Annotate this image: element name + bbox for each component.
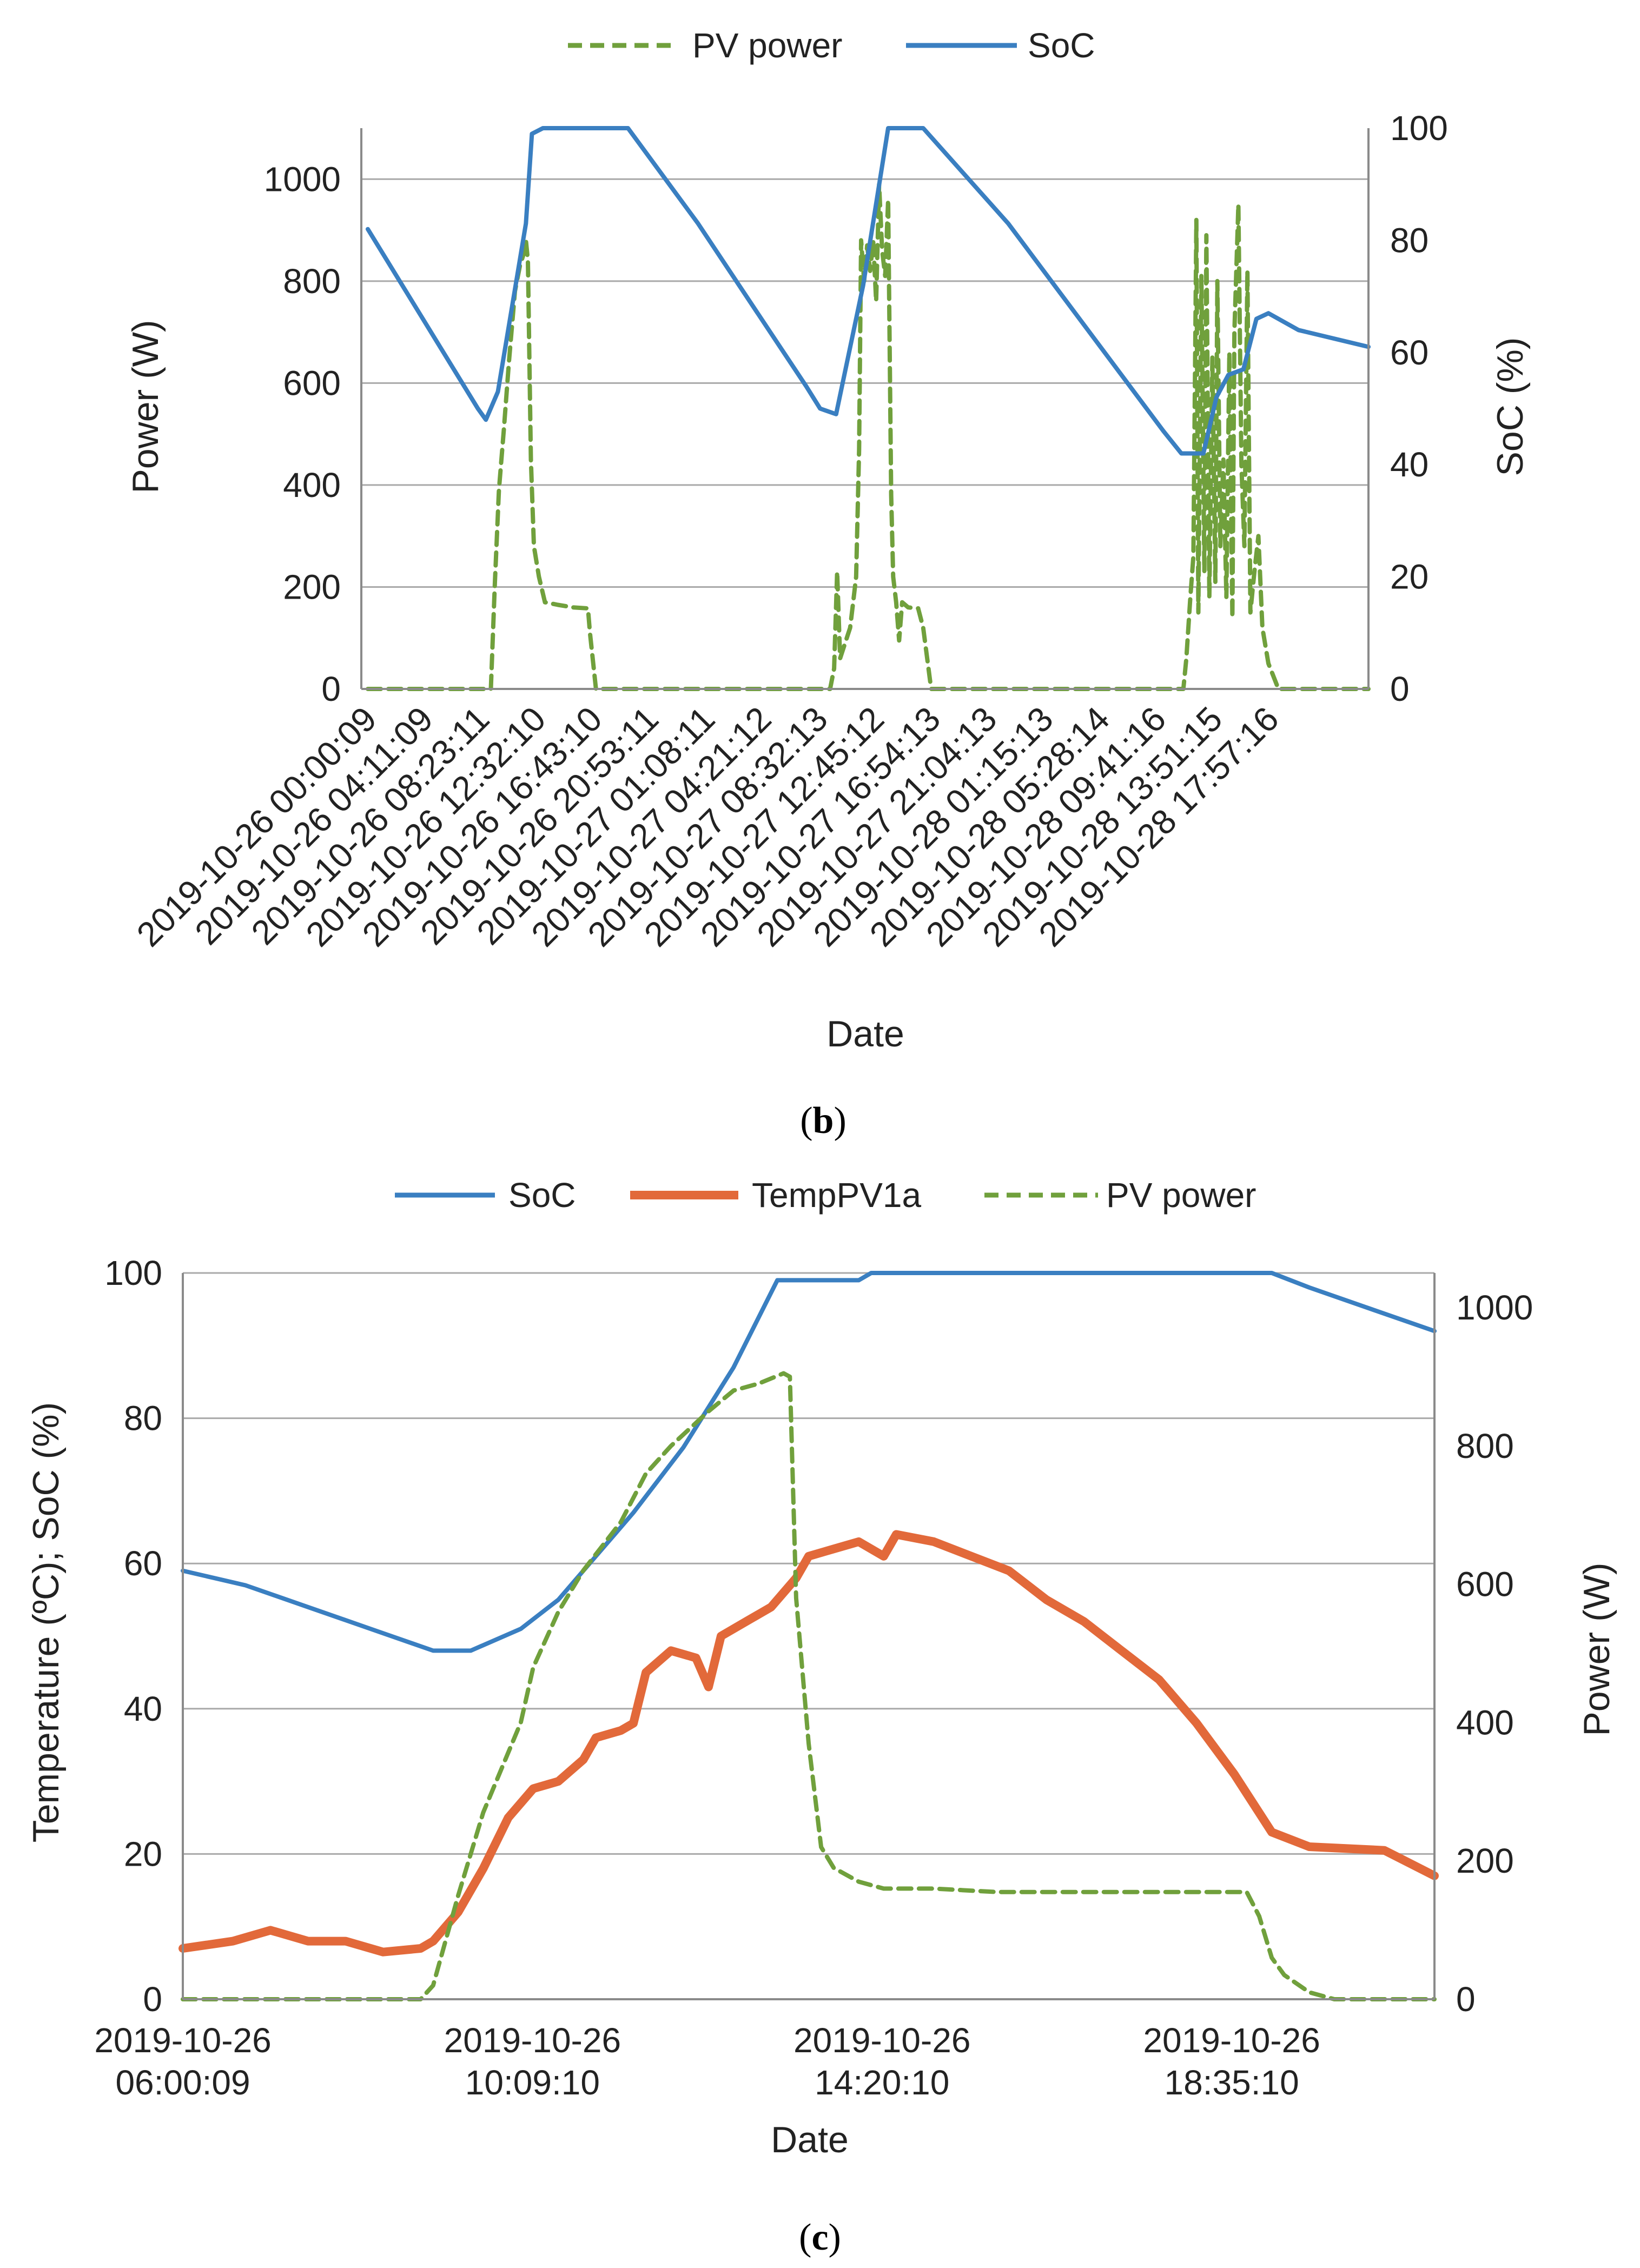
chart-c-series xyxy=(178,1271,1439,2001)
chart-c-xlabel: Date xyxy=(771,2119,849,2160)
chart-c-ytick-right-800: 800 xyxy=(1456,1427,1514,1465)
chart-b-ytick-right-60: 60 xyxy=(1390,333,1429,372)
svg-text:(c): (c) xyxy=(799,2217,841,2258)
chart-c-caption: (c) xyxy=(799,2217,841,2258)
chart-b-ytick-left-0: 0 xyxy=(321,669,341,708)
chart-b-ytick-right-20: 20 xyxy=(1390,558,1429,596)
chart-c-ytick-left-80: 80 xyxy=(124,1399,162,1438)
chart-c-ytick-left-0: 0 xyxy=(143,1980,162,2019)
chart-c-xtick-1-date: 2019-10-26 xyxy=(444,2021,621,2060)
chart-c-ytick-left-20: 20 xyxy=(124,1834,162,1873)
chart-b-ytick-left-600: 600 xyxy=(283,363,341,402)
chart-b-ytick-left-400: 400 xyxy=(283,466,341,505)
chart-c-left-ticks: 0 20 40 60 80 100 xyxy=(104,1254,162,2019)
chart-c-xtick-2: 2019-10-26 14:20:10 xyxy=(793,2021,970,2102)
chart-c-xtick-0-date: 2019-10-26 xyxy=(94,2021,271,2060)
chart-b-series-pv-power xyxy=(366,182,1371,691)
chart-c-xtick-0-time: 06:00:09 xyxy=(115,2063,250,2102)
chart-c-ytick-left-60: 60 xyxy=(124,1544,162,1583)
chart-c-ylabel-left: Temperature (ºC); SoC (%) xyxy=(25,1402,67,1843)
chart-c-series-soc xyxy=(181,1271,1437,1653)
chart-c-legend-label-pv-power: PV power xyxy=(1106,1176,1256,1215)
chart-b-caption-letter: b xyxy=(813,1100,834,1142)
chart-c-xtick-2-time: 14:20:10 xyxy=(815,2063,949,2102)
chart-c-xtick-1: 2019-10-26 10:09:10 xyxy=(444,2021,621,2102)
chart-c-legend-label-soc: SoC xyxy=(508,1176,576,1215)
chart-c-right-ticks: 0 200 400 600 800 1000 xyxy=(1456,1288,1533,2019)
chart-c-legend-label-temppv1a: TempPV1a xyxy=(752,1176,921,1215)
chart-c-xtick-3-time: 18:35:10 xyxy=(1165,2063,1299,2102)
chart-c-series-pv-power xyxy=(181,1371,1437,2001)
chart-c-ytick-right-1000: 1000 xyxy=(1456,1288,1533,1327)
chart-c-xtick-3-date: 2019-10-26 xyxy=(1143,2021,1320,2060)
chart-b-ylabel-left: Power (W) xyxy=(125,320,166,493)
chart-b-legend-label-pv-power: PV power xyxy=(692,26,842,65)
chart-c-ytick-right-200: 200 xyxy=(1456,1841,1514,1880)
chart-b-right-ticks: 0 20 40 60 80 100 xyxy=(1390,109,1448,708)
chart-c-caption-letter: c xyxy=(811,2217,828,2258)
chart-c-ytick-right-400: 400 xyxy=(1456,1703,1514,1742)
chart-c: SoC TempPV1a PV power 0 20 40 60 80 100 0 200 4… xyxy=(25,1176,1617,2258)
chart-b-ytick-left-1000: 1000 xyxy=(264,160,341,198)
chart-b-left-ticks: 0 200 400 600 800 1000 xyxy=(264,160,341,708)
chart-c-ytick-left-100: 100 xyxy=(104,1254,162,1292)
chart-b-series xyxy=(366,126,1371,691)
chart-b-ytick-right-100: 100 xyxy=(1390,109,1448,148)
chart-c-ytick-left-40: 40 xyxy=(124,1689,162,1728)
chart-b-ytick-right-0: 0 xyxy=(1390,669,1410,708)
chart-b-ytick-left-800: 800 xyxy=(283,262,341,301)
chart-b-xlabel: Date xyxy=(826,1013,904,1055)
chart-b-ylabel-right: SoC (%) xyxy=(1490,337,1531,476)
chart-c-series-temppv1a xyxy=(178,1530,1439,1957)
chart-c-ytick-right-0: 0 xyxy=(1456,1980,1476,2019)
chart-c-xtick-2-date: 2019-10-26 xyxy=(793,2021,970,2060)
chart-b-legend-label-soc: SoC xyxy=(1028,26,1095,65)
chart-b-ytick-left-200: 200 xyxy=(283,567,341,606)
chart-b-ytick-right-80: 80 xyxy=(1390,221,1429,260)
chart-c-ytick-right-600: 600 xyxy=(1456,1565,1514,1604)
chart-c-xtick-1-time: 10:09:10 xyxy=(465,2063,600,2102)
chart-b-series-soc xyxy=(366,126,1371,456)
chart-c-xtick-3: 2019-10-26 18:35:10 xyxy=(1143,2021,1320,2102)
svg-text:(b): (b) xyxy=(800,1100,847,1142)
chart-b-caption: (b) xyxy=(800,1100,847,1142)
chart-b-legend: PV power SoC xyxy=(568,26,1095,65)
chart-b-ytick-right-40: 40 xyxy=(1390,445,1429,484)
chart-b: PV power SoC 0 200 400 600 800 1000 0 20 40 60 80… xyxy=(125,26,1531,1142)
chart-c-xtick-0: 2019-10-26 06:00:09 xyxy=(94,2021,271,2102)
chart-c-ylabel-right: Power (W) xyxy=(1576,1562,1617,1736)
chart-c-legend: SoC TempPV1a PV power xyxy=(395,1176,1256,1215)
